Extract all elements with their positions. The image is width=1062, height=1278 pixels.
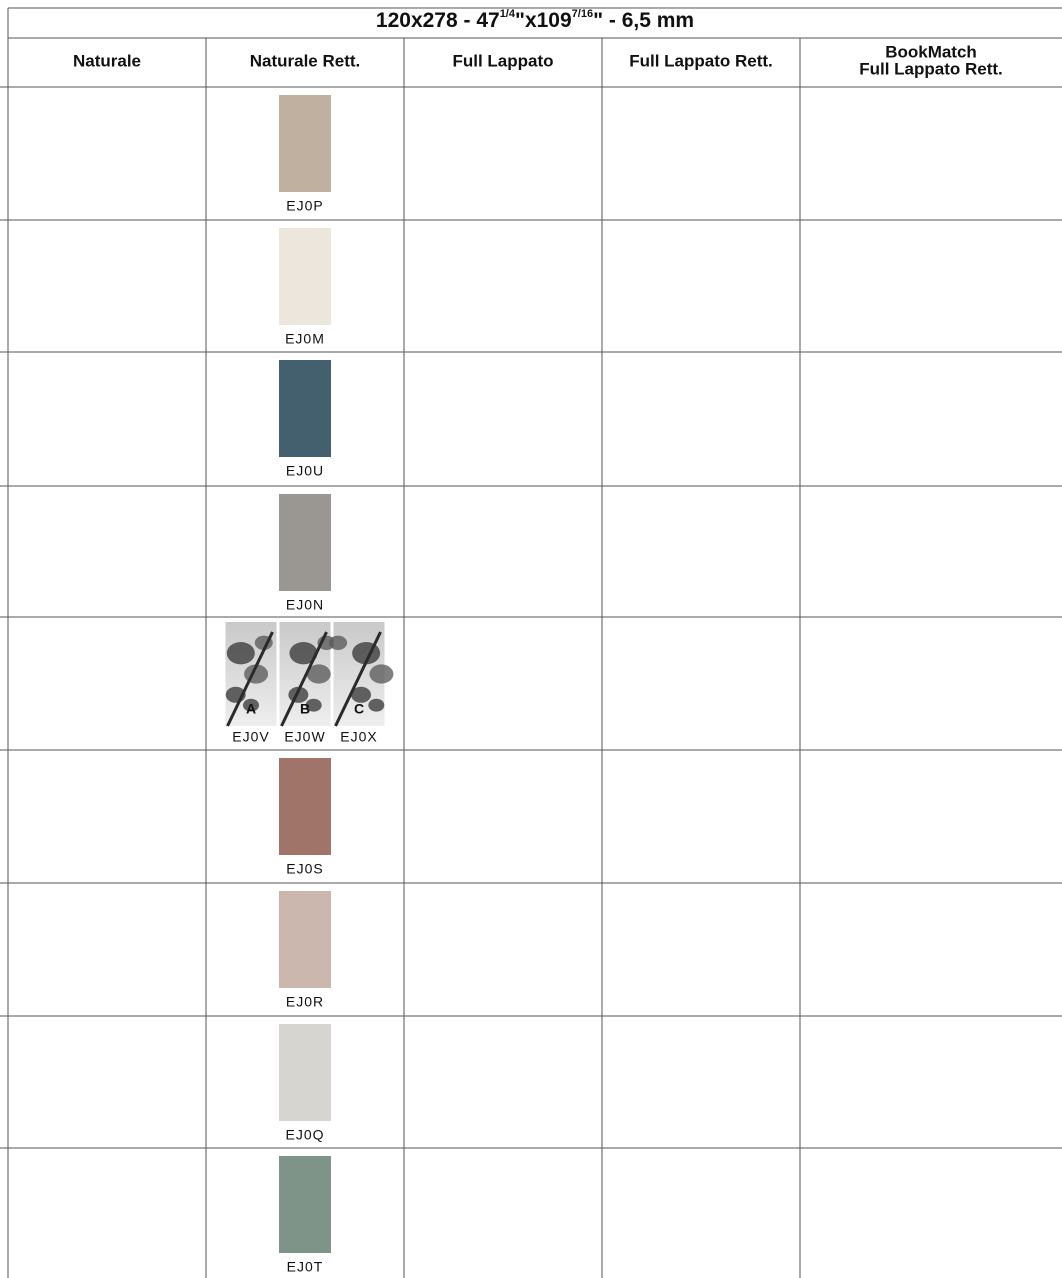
foliage [351,686,372,703]
tile-code: EJ0W [284,729,325,745]
tile-code: EJ0T [287,1259,324,1275]
column-header: Naturale Rett. [250,51,361,70]
foliage [289,642,318,665]
column-header: Naturale [73,51,141,70]
branch [226,631,274,727]
tile-code: EJ0P [286,198,323,214]
tile-swatch [279,891,331,988]
tile-swatch [279,758,331,855]
tile-swatch [279,1156,331,1253]
tile-code: EJ0S [286,861,323,877]
tile-code: EJ0N [286,597,324,613]
tile-swatch [279,95,331,192]
tile-swatch [279,360,331,457]
foliage [305,698,322,712]
tile-swatch [279,1024,331,1121]
table-title: 120x278 - 471/4"x1097/16" - 6,5 mm [376,8,694,32]
column-header: Full Lappato Rett. [629,51,773,70]
foliage [368,698,385,712]
tile-swatch [279,494,331,591]
tile-letter: C [354,701,364,717]
tile-code: EJ0V [232,729,269,745]
tile-letter: B [300,701,310,717]
tile-code: EJ0U [286,463,324,479]
foliage [329,635,348,650]
foliage [243,698,259,712]
tile-code: EJ0Q [285,1127,324,1143]
column-header: Full Lappato [452,51,553,70]
column-header: BookMatch Full Lappato Rett. [859,43,1003,79]
foliage [306,664,331,684]
tile-code: EJ0X [340,729,377,745]
tile-letter: A [246,701,256,717]
tile-code: EJ0R [286,994,324,1010]
foliage [226,642,255,665]
branch [334,631,382,727]
branch [280,631,328,727]
tile-code: EJ0M [285,331,325,347]
foliage [369,664,394,684]
tile-swatch [279,228,331,325]
